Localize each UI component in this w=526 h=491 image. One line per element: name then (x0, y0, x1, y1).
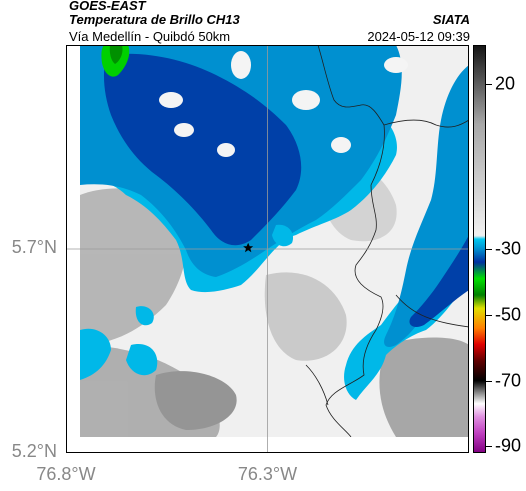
river-line-2 (305, 364, 329, 406)
colorbar-tick (486, 84, 492, 86)
lon-label: 76.3°W (237, 464, 298, 484)
coast-line (383, 119, 469, 128)
lat-label: 5.2°N (11, 441, 57, 461)
cloud-deep (103, 53, 302, 246)
colorbar-tick-label: 20 (495, 73, 516, 94)
timestamp-label: 2024-05-12 09:39 (367, 29, 470, 44)
colorbar-tick (486, 446, 492, 448)
river-line (395, 294, 469, 328)
colorbar-tick (486, 314, 492, 316)
star-icon[interactable] (243, 242, 254, 253)
clear-holes (159, 51, 408, 157)
colorbar-tick-label: -90 (495, 435, 522, 456)
lon-label: 76.8°W (36, 464, 96, 484)
agency-label: SIATA (432, 12, 470, 27)
colorbar (473, 45, 486, 453)
colorbar-tick-label: -50 (495, 304, 522, 325)
cloud-fragments (80, 224, 294, 380)
cloud-right-deep (409, 235, 469, 328)
colorbar-tick (486, 249, 492, 250)
product-title: Temperatura de Brillo CH13 (69, 12, 240, 27)
satellite-title: GOES-EAST (69, 0, 146, 13)
satellite-map[interactable] (66, 45, 469, 453)
colorbar-tick-label: -30 (495, 238, 522, 259)
colorbar-tick-label: -70 (495, 370, 522, 391)
lat-label: 5.7°N (11, 237, 57, 257)
colorbar-tick (486, 380, 492, 382)
cloud-green-inner (109, 45, 123, 64)
region-subtitle: Vía Medellín - Quibdó 50km (69, 29, 231, 44)
